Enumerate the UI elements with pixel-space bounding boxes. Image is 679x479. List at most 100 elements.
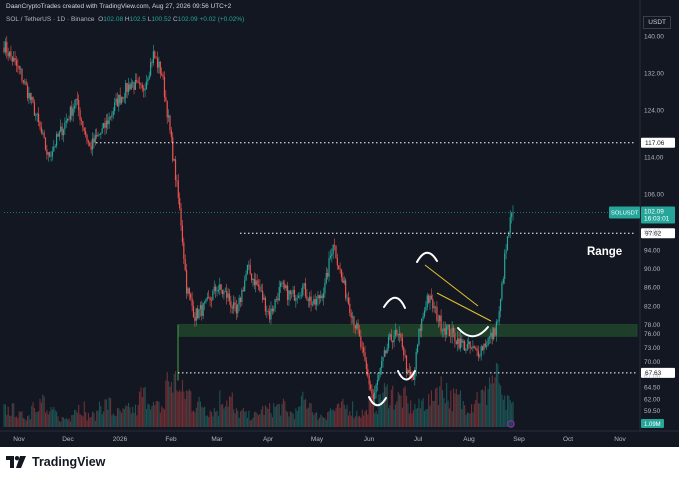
currency-button[interactable]: USDT (643, 16, 671, 29)
y-tick-label: 59.50 (644, 408, 661, 415)
candle-body (120, 96, 123, 104)
volume-bar (85, 412, 87, 427)
x-tick-label: Aug (463, 436, 475, 443)
volume-bar (126, 406, 128, 427)
candle-body (450, 336, 452, 337)
y-tick-label: 90.00 (644, 266, 661, 273)
candle-body (221, 290, 224, 295)
volume-bar (237, 410, 239, 427)
y-tick-label: 70.00 (644, 359, 661, 366)
candle-body (313, 299, 315, 305)
candle-body (322, 293, 325, 299)
volume-bar (307, 407, 309, 427)
volume-bar (386, 384, 388, 427)
candle-body (14, 58, 16, 61)
volume-bar (35, 411, 37, 427)
volume-bar (404, 386, 406, 427)
volume-bar (187, 391, 189, 427)
volume-bar (383, 383, 385, 427)
candle-body (233, 302, 235, 309)
volume-bar (245, 411, 247, 427)
candle-body (31, 97, 33, 100)
volume-bar (44, 412, 47, 427)
volume-bar (190, 391, 192, 427)
volume-bar (451, 411, 453, 427)
volume-bar (281, 403, 283, 427)
candle-body (132, 82, 134, 84)
candle-body (39, 121, 41, 128)
volume-bar (425, 409, 427, 427)
level-tag (641, 137, 675, 148)
candle-body (335, 245, 337, 258)
volume-bar (256, 413, 258, 427)
candle-body (295, 298, 297, 301)
symbol-legend: SOL / TetherUS · 1D · Binance O102.08 H1… (6, 16, 244, 23)
candle-body (231, 307, 233, 309)
volume-bar (278, 404, 280, 427)
candle-body (443, 328, 445, 331)
volume-bar (105, 399, 107, 427)
candle-body (415, 351, 417, 370)
volume-bar (100, 406, 102, 427)
candle-body (152, 51, 154, 63)
volume-bar (338, 403, 340, 427)
candle-body (425, 307, 427, 311)
volume-bar (295, 408, 297, 427)
candle-body (161, 73, 163, 75)
volume-bar (72, 414, 74, 427)
price-tag-label: 102.09 (644, 208, 664, 215)
volume-bar (336, 404, 338, 427)
volume-bar (422, 398, 424, 427)
candle-body (447, 324, 449, 327)
volume-bar (423, 410, 426, 427)
volume-bar (223, 408, 225, 427)
volume-bar (260, 409, 262, 427)
candle-body (257, 284, 260, 287)
volume-bar (299, 406, 301, 427)
candle-body (458, 338, 460, 349)
volume-bar (414, 403, 416, 427)
candle-body (367, 368, 369, 376)
flag-lower-line (436, 292, 492, 322)
candle-body (383, 350, 385, 358)
candle-body (28, 92, 30, 99)
candle-body (368, 375, 370, 385)
tradingview-logo[interactable]: TradingView (6, 455, 105, 469)
candle-body (459, 338, 462, 349)
volume-bar (390, 389, 392, 427)
candle-body (340, 269, 343, 278)
volume-bar (27, 416, 29, 427)
volume-bar (208, 417, 210, 427)
candle-body (197, 308, 199, 319)
candle-body (47, 152, 49, 155)
low-label: L (147, 16, 152, 23)
candle-body (397, 334, 399, 336)
candle-body (338, 265, 340, 269)
candle-body (249, 264, 251, 274)
candle-body (138, 82, 141, 85)
symbol-title[interactable]: SOL / TetherUS · 1D · Binance (6, 16, 95, 23)
volume-bar (92, 411, 94, 427)
candle-body (358, 330, 361, 337)
volume-bar (318, 417, 320, 427)
candle-body (353, 316, 355, 326)
y-tick-label: 73.00 (644, 345, 661, 352)
candle-body (141, 84, 143, 89)
volume-bar (388, 408, 390, 427)
event-marker-icon[interactable] (507, 420, 515, 428)
volume-bar (139, 391, 141, 427)
volume-bar (244, 411, 246, 427)
volume-bar (484, 385, 486, 427)
candle-body (195, 308, 197, 321)
volume-bar (248, 410, 250, 427)
candle-body (479, 355, 481, 357)
volume-bar (378, 394, 380, 427)
candle-body (274, 299, 276, 309)
candle-body (315, 298, 318, 305)
x-tick-label: Nov (614, 436, 626, 443)
volume-bar (204, 406, 206, 427)
change-value: +0.02 (+0.02%) (199, 16, 245, 23)
candle-body (55, 134, 58, 146)
candle-body (87, 140, 89, 143)
